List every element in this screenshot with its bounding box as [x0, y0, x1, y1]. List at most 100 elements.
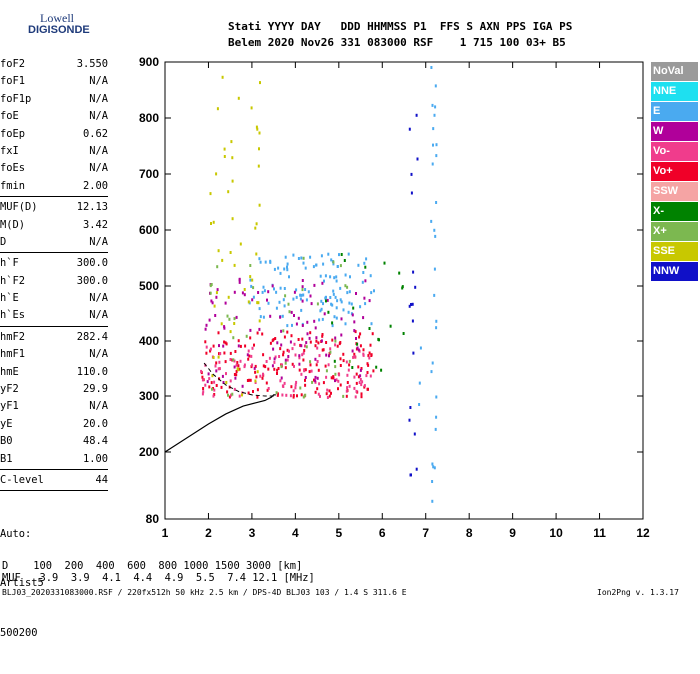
- echo-point: [241, 291, 244, 295]
- echo-point: [300, 393, 303, 397]
- echo-point: [259, 374, 262, 378]
- echo-point: [367, 354, 370, 358]
- echo-point: [215, 172, 218, 176]
- echo-point: [335, 306, 338, 310]
- echo-point: [360, 367, 363, 370]
- echo-point: [328, 389, 331, 393]
- echo-point: [255, 252, 258, 256]
- param-value: N/A: [89, 162, 108, 175]
- echo-point: [258, 147, 260, 151]
- echo-point: [233, 263, 236, 267]
- echo-point: [272, 338, 275, 342]
- echo-point: [380, 368, 383, 372]
- echo-point: [310, 302, 313, 306]
- echo-point: [296, 394, 298, 398]
- echo-point: [233, 373, 236, 376]
- echo-point: [214, 364, 217, 368]
- echo-point: [229, 358, 232, 361]
- echo-point: [259, 81, 261, 85]
- param-row: h`Es N/A: [0, 307, 108, 324]
- echo-point: [232, 358, 235, 362]
- echo-point: [431, 361, 434, 365]
- echo-point: [283, 267, 286, 271]
- header-values: Belem 2020 Nov26 331 083000 RSF 1 715 10…: [228, 36, 566, 49]
- param-value: 20.0: [82, 417, 108, 430]
- echo-point: [215, 361, 218, 365]
- echo-point: [254, 364, 257, 368]
- echo-point: [435, 415, 438, 419]
- echo-point: [212, 394, 215, 398]
- param-row: B0 48.4: [0, 433, 108, 450]
- echo-point: [217, 249, 220, 253]
- echo-point: [362, 348, 365, 352]
- echo-point: [430, 219, 433, 223]
- echo-point: [353, 320, 356, 324]
- param-key: hmE: [0, 365, 19, 378]
- echo-point: [249, 275, 252, 279]
- echo-point: [282, 385, 285, 388]
- echo-point: [328, 354, 330, 358]
- echo-point: [347, 310, 350, 314]
- echo-point: [304, 393, 307, 397]
- fitted-trace: [203, 362, 277, 397]
- echo-point: [368, 327, 371, 330]
- echo-point: [249, 336, 252, 340]
- echo-point: [300, 308, 303, 312]
- echo-point: [247, 300, 250, 304]
- echo-point: [356, 342, 359, 346]
- echo-point: [415, 113, 418, 117]
- param-value: 1.00: [82, 452, 108, 465]
- echo-point: [229, 351, 232, 355]
- echo-point: [297, 257, 300, 260]
- param-value: N/A: [89, 235, 108, 248]
- echo-point: [223, 155, 226, 158]
- echo-point: [366, 362, 369, 366]
- footer-distance-line: D 100 200 400 600 800 1000 1500 3000 [km…: [2, 560, 303, 572]
- echo-point: [371, 332, 374, 336]
- echo-point: [262, 353, 265, 357]
- echo-point: [282, 329, 285, 333]
- echo-point: [369, 274, 372, 278]
- echo-point: [251, 363, 254, 367]
- echo-point: [217, 355, 220, 359]
- echo-point: [250, 354, 253, 358]
- echo-point: [401, 285, 404, 289]
- echo-point: [334, 339, 337, 343]
- echo-point: [261, 376, 264, 380]
- echo-point: [258, 257, 261, 261]
- echo-point: [324, 274, 327, 278]
- echo-point: [339, 341, 342, 344]
- echo-point: [402, 332, 405, 335]
- echo-point: [227, 393, 229, 397]
- echo-point: [254, 226, 257, 230]
- echo-point: [355, 372, 358, 376]
- echo-point: [362, 271, 365, 274]
- echo-point: [367, 363, 370, 367]
- echo-point: [329, 347, 332, 351]
- echo-point: [286, 324, 289, 328]
- echo-point: [282, 353, 285, 357]
- echo-point: [243, 293, 246, 297]
- echo-point: [314, 375, 317, 379]
- echo-point: [326, 298, 329, 302]
- echo-point: [357, 263, 360, 267]
- echo-point: [334, 365, 337, 369]
- echo-point: [235, 373, 238, 377]
- echo-point: [309, 340, 312, 344]
- echo-point: [302, 293, 305, 297]
- echo-point: [225, 342, 228, 346]
- echo-point: [223, 326, 226, 330]
- echo-point: [227, 295, 230, 299]
- echo-point: [365, 257, 368, 261]
- echo-point: [353, 375, 356, 379]
- echo-point: [250, 365, 253, 369]
- echo-point: [297, 316, 300, 320]
- echo-point: [321, 334, 324, 338]
- param-row: foF1p N/A: [0, 91, 108, 108]
- echo-point: [351, 313, 354, 317]
- echo-point: [347, 252, 350, 256]
- echo-point: [301, 324, 304, 327]
- echo-point: [267, 290, 270, 294]
- echo-point: [288, 275, 290, 279]
- echo-point: [408, 304, 411, 308]
